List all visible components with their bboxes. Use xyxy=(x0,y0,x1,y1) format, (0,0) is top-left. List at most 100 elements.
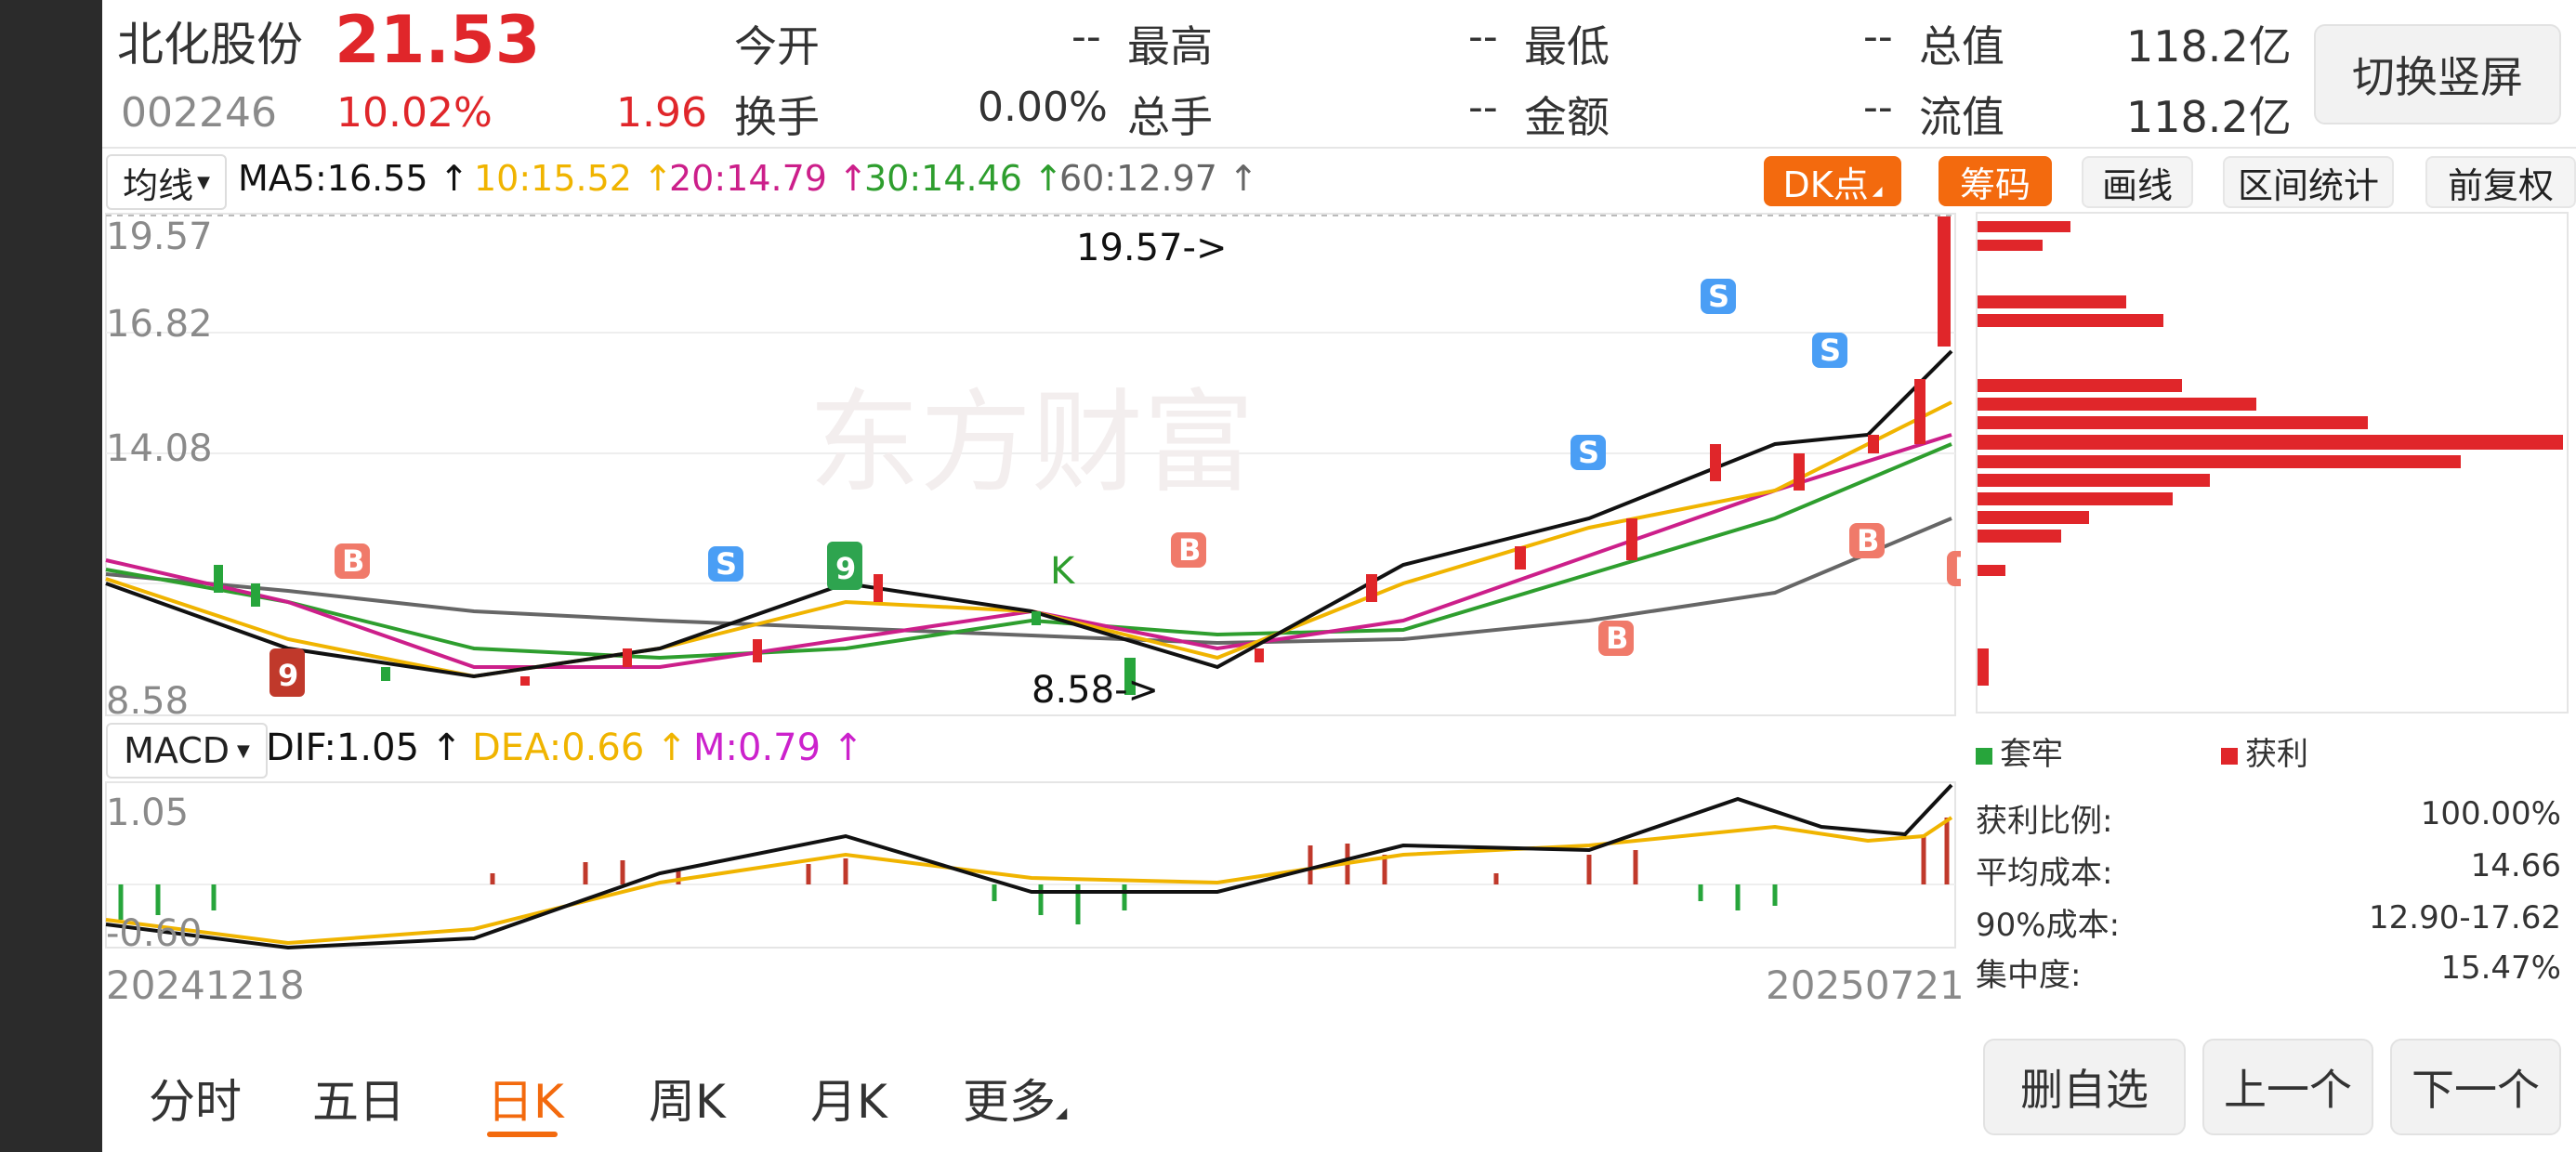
date-end: 20250721 xyxy=(1766,962,1965,1008)
ma60-value: 60:12.97 ↑ xyxy=(1059,158,1258,199)
field-value-open: -- xyxy=(1071,13,1101,60)
svg-text:9: 9 xyxy=(835,551,856,586)
legend-profit-swatch xyxy=(2221,747,2238,765)
ma10-value: 10:15.52 ↑ xyxy=(474,158,673,199)
chevron-down-icon: ▼ xyxy=(237,740,250,761)
stock-price: 21.53 xyxy=(335,2,541,78)
ma5-text: MA5:16.55 xyxy=(238,158,428,199)
price-tick-2: 16.82 xyxy=(106,303,213,346)
field-label-turnover: 换手 xyxy=(734,92,820,142)
forward-adjust-button[interactable]: 前复权 xyxy=(2425,156,2576,208)
dea-line xyxy=(105,816,1953,946)
active-tab-indicator xyxy=(487,1132,558,1137)
svg-text:B: B xyxy=(1954,551,1961,586)
stock-name: 北化股份 xyxy=(117,18,303,72)
field-value-low: -- xyxy=(1863,13,1893,60)
change-amount: 1.96 xyxy=(616,89,707,137)
signal-markers: S S S S S B B B B B 9 9 xyxy=(269,279,1961,697)
corner-triangle-icon: ◢ xyxy=(1056,1104,1068,1121)
tab-weekly-k[interactable]: 周K xyxy=(649,1075,726,1129)
stat-label-avg-cost: 平均成本: xyxy=(1976,855,2113,892)
field-value-market-cap: 118.2亿 xyxy=(2126,21,2292,72)
dk-point-label: DK点 xyxy=(1782,164,1869,205)
stock-detail-app: 北化股份 21.53 002246 10.02% 1.96 今开 -- 最高 -… xyxy=(102,0,2576,1152)
field-label-amount: 金额 xyxy=(1524,92,1610,142)
field-value-turnover: 0.00% xyxy=(978,84,1108,131)
ma-selector-label: 均线 xyxy=(123,164,194,206)
field-value-volume: -- xyxy=(1468,84,1498,131)
tab-intraday[interactable]: 分时 xyxy=(149,1075,242,1129)
ma20-value: 20:14.79 ↑ xyxy=(669,158,868,199)
legend-lock: 套牢 xyxy=(1976,728,2063,774)
ma60-line xyxy=(105,517,1952,646)
macd-tick-bottom: -0.60 xyxy=(106,912,203,955)
dif-text: DIF:1.05 xyxy=(266,727,420,769)
stat-value-avg-cost: 14.66 xyxy=(2470,847,2561,884)
macd-chart[interactable] xyxy=(102,780,1961,949)
watermark: 东方财富 xyxy=(808,379,1255,508)
price-tick-bottom: 8.58 xyxy=(106,680,190,723)
previous-stock-button[interactable]: 上一个 xyxy=(2202,1039,2373,1135)
draw-line-button[interactable]: 画线 xyxy=(2082,156,2193,208)
legend-lock-label: 套牢 xyxy=(2000,736,2063,773)
field-label-high: 最高 xyxy=(1127,21,1213,72)
macd-tick-top: 1.05 xyxy=(106,792,190,834)
field-label-open: 今开 xyxy=(734,21,820,72)
tab-more-label: 更多 xyxy=(963,1075,1056,1129)
dif-line xyxy=(105,783,1953,949)
field-label-float-cap: 流值 xyxy=(1919,92,2004,142)
field-value-high: -- xyxy=(1468,13,1498,60)
svg-text:B: B xyxy=(1606,621,1628,656)
tab-more[interactable]: 更多◢ xyxy=(963,1065,1067,1132)
svg-text:B: B xyxy=(342,543,364,579)
stat-label-concentration: 集中度: xyxy=(1976,957,2082,994)
svg-text:9: 9 xyxy=(278,658,298,693)
stat-value-profit-ratio: 100.00% xyxy=(2420,795,2561,832)
price-tick-top: 19.57 xyxy=(106,216,213,258)
svg-text:S: S xyxy=(1820,333,1841,368)
dif-value: DIF:1.05 ↑ xyxy=(266,727,463,769)
ma10-text: 10:15.52 xyxy=(474,158,632,199)
change-percent: 10.02% xyxy=(336,89,493,137)
stock-code: 002246 xyxy=(121,89,277,137)
dk-point-button[interactable]: DK点 ◢ xyxy=(1764,156,1901,206)
macd-selector[interactable]: MACD ▼ xyxy=(106,723,268,779)
field-value-float-cap: 118.2亿 xyxy=(2126,92,2292,142)
corner-triangle-icon: ◢ xyxy=(1872,184,1883,199)
dea-text: DEA:0.66 xyxy=(472,727,645,769)
m-value: M:0.79 ↑ xyxy=(693,727,864,769)
stat-value-90-cost: 12.90-17.62 xyxy=(2369,899,2561,936)
ma20-text: 20:14.79 xyxy=(669,158,827,199)
field-label-market-cap: 总值 xyxy=(1919,21,2004,72)
date-start: 20241218 xyxy=(106,962,305,1008)
m-text: M:0.79 xyxy=(693,727,821,769)
chip-button[interactable]: 筹码 xyxy=(1939,156,2052,206)
remove-watchlist-button[interactable]: 删自选 xyxy=(1983,1039,2186,1135)
svg-text:S: S xyxy=(1578,435,1599,470)
k-marker: K xyxy=(1050,550,1076,593)
field-label-volume: 总手 xyxy=(1127,92,1213,142)
legend-profit: 获利 xyxy=(2221,728,2308,774)
kline-chart[interactable]: 东方财富 S S S S S B B B B xyxy=(102,212,1961,721)
switch-portrait-button[interactable]: 切换竖屏 xyxy=(2314,24,2561,124)
interval-stats-button[interactable]: 区间统计 xyxy=(2223,156,2394,208)
svg-text:S: S xyxy=(716,546,737,582)
ma-selector[interactable]: 均线 ▼ xyxy=(106,154,227,210)
legend-profit-label: 获利 xyxy=(2245,736,2308,773)
stat-value-concentration: 15.47% xyxy=(2440,949,2561,987)
field-value-amount: -- xyxy=(1863,84,1893,131)
ma60-text: 60:12.97 xyxy=(1059,158,1217,199)
legend-lock-swatch xyxy=(1976,747,1992,765)
next-stock-button[interactable]: 下一个 xyxy=(2390,1039,2561,1135)
chip-distribution-chart xyxy=(1976,212,2569,713)
ma30-value: 30:14.46 ↑ xyxy=(864,158,1063,199)
tab-monthly-k[interactable]: 月K xyxy=(810,1075,887,1129)
svg-text:B: B xyxy=(1178,532,1201,568)
tab-daily-k[interactable]: 日K xyxy=(487,1075,564,1129)
ma30-text: 30:14.46 xyxy=(864,158,1022,199)
tab-five-day[interactable]: 五日 xyxy=(312,1075,405,1129)
stat-label-90-cost: 90%成本: xyxy=(1976,907,2121,944)
ma5-line xyxy=(105,349,1953,679)
macd-selector-label: MACD xyxy=(124,730,230,771)
